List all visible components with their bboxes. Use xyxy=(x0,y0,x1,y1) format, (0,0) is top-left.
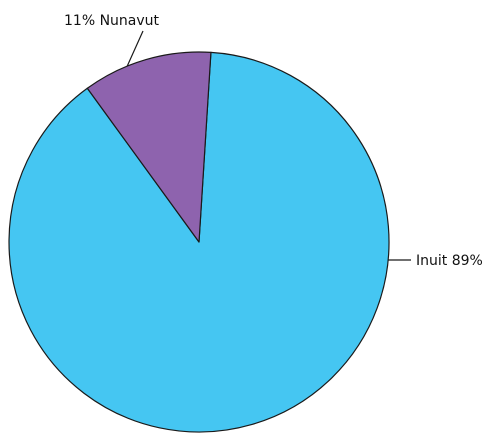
leader-line-nunavut xyxy=(126,30,144,67)
pie-slices xyxy=(8,51,390,433)
pie-slice-nunavut xyxy=(86,51,212,243)
slice-label-nunavut: 11% Nunavut xyxy=(64,13,160,29)
slice-label-inuit: Inuit 89% xyxy=(416,253,483,269)
leader-lines xyxy=(126,30,411,261)
